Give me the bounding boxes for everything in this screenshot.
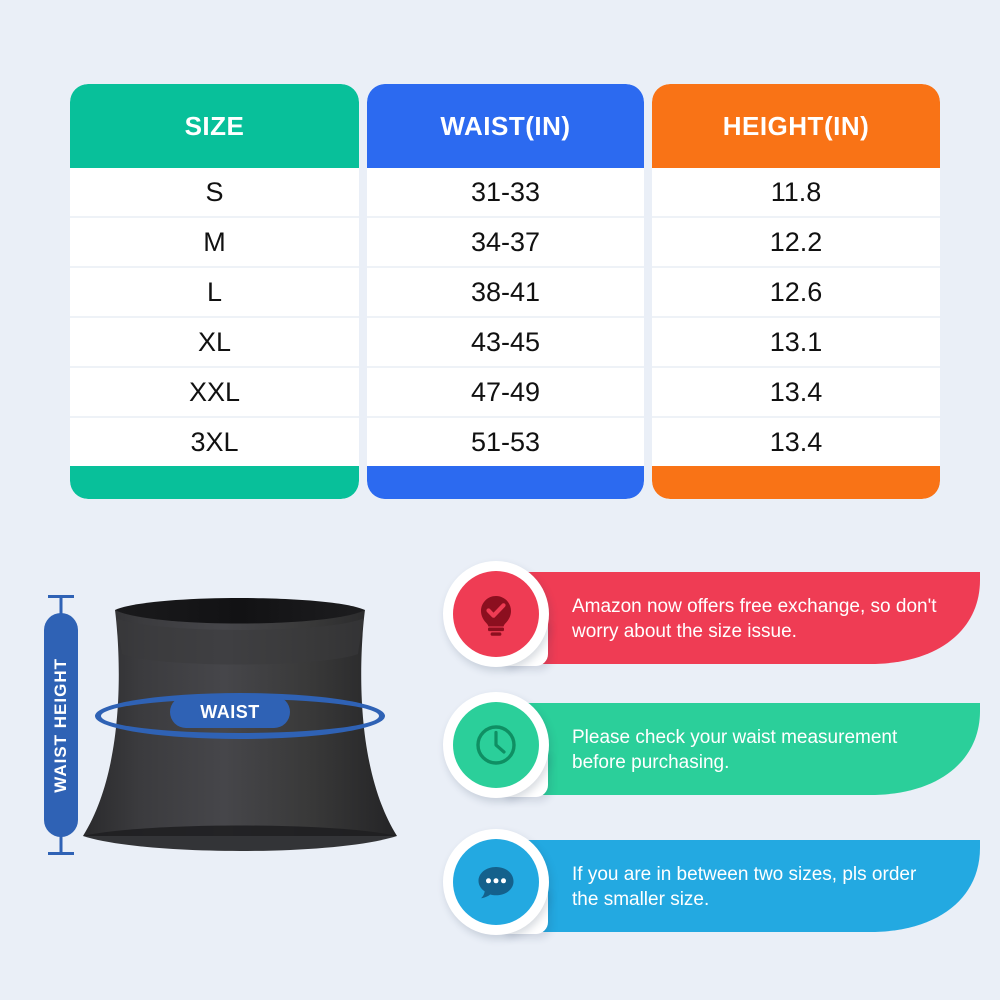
notice-text: If you are in between two sizes, pls ord… — [572, 864, 917, 910]
table-column-height: HEIGHT(IN) 11.8 12.2 12.6 13.1 13.4 13.4 — [652, 84, 940, 499]
measure-stem-top — [59, 595, 63, 617]
table-cell-waist: 43-45 — [367, 318, 644, 368]
column-footer-height — [652, 466, 940, 499]
table-cell-waist: 31-33 — [367, 168, 644, 218]
notice-icon-pin — [440, 826, 558, 944]
measure-stem-bottom — [59, 833, 63, 855]
table-cell-waist: 38-41 — [367, 268, 644, 318]
notice-icon-pin — [440, 689, 558, 807]
waist-height-pill: WAIST HEIGHT — [44, 613, 78, 837]
table-cell-height: 12.2 — [652, 218, 940, 268]
column-header-size: SIZE — [70, 84, 359, 168]
column-body-size: S M L XL XXL 3XL — [70, 168, 359, 466]
measure-cap-bottom — [48, 852, 74, 855]
notice-icon-pin — [440, 558, 558, 676]
table-cell-size: 3XL — [190, 426, 239, 457]
column-footer-size — [70, 466, 359, 499]
notice-item: Amazon now offers free exchange, so don'… — [440, 558, 980, 676]
column-header-height: HEIGHT(IN) — [652, 84, 940, 168]
column-footer-waist — [367, 466, 644, 499]
notice-item: Please check your waist measurement befo… — [440, 689, 980, 807]
waist-trainer-belt: WAIST — [75, 588, 405, 878]
column-header-waist: WAIST(IN) — [367, 84, 644, 168]
table-cell-size: S — [70, 168, 359, 218]
table-column-waist: WAIST(IN) 31-33 34-37 38-41 43-45 47-49 … — [367, 84, 644, 499]
notice-item: If you are in between two sizes, pls ord… — [440, 826, 980, 944]
table-cell-height: 13.1 — [652, 318, 940, 368]
product-illustration: WAIST HEIGHT — [20, 570, 430, 970]
table-cell-waist: 51-53 — [470, 426, 541, 457]
table-cell-height: 13.4 — [769, 426, 823, 457]
notice-ribbon-shape — [518, 840, 980, 932]
lightbulb-check-icon — [453, 571, 539, 657]
clock-icon — [453, 702, 539, 788]
notice-text: Amazon now offers free exchange, so don'… — [572, 596, 937, 642]
waist-label-pill: WAIST — [170, 696, 290, 728]
table-cell-height: 13.4 — [652, 368, 940, 418]
table-cell-waist: 34-37 — [367, 218, 644, 268]
notice-text: Please check your waist measurement befo… — [572, 727, 898, 773]
table-cell-height: 11.8 — [652, 168, 940, 218]
table-cell-size: XXL — [70, 368, 359, 418]
notice-ribbon-shape — [518, 572, 980, 664]
chat-bubble-icon — [453, 839, 539, 925]
table-cell-size: M — [70, 218, 359, 268]
table-cell-size: L — [70, 268, 359, 318]
waist-height-measure: WAIST HEIGHT — [38, 595, 84, 855]
table-cell-height: 12.6 — [652, 268, 940, 318]
table-column-size: SIZE S M L XL XXL 3XL — [70, 84, 359, 499]
notice-list: Amazon now offers free exchange, so don'… — [440, 558, 980, 958]
size-chart-table: SIZE S M L XL XXL 3XL WAIST(IN) 31-33 34… — [70, 84, 940, 499]
column-body-height: 11.8 12.2 12.6 13.1 13.4 13.4 — [652, 168, 940, 466]
notice-ribbon-shape — [518, 703, 980, 795]
waist-height-label: WAIST HEIGHT — [51, 657, 70, 793]
table-cell-waist: 47-49 — [367, 368, 644, 418]
column-body-waist: 31-33 34-37 38-41 43-45 47-49 51-53 — [367, 168, 644, 466]
table-cell-size: XL — [70, 318, 359, 368]
